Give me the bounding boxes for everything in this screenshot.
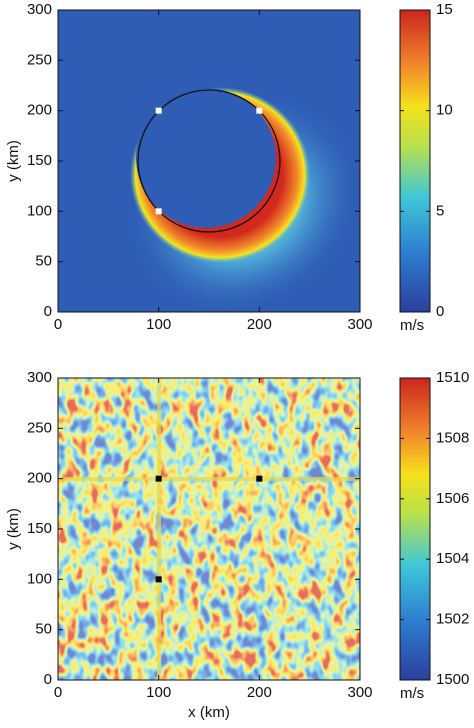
y-tick-label: 150 xyxy=(27,520,52,537)
y-tick-label: 300 xyxy=(27,369,52,386)
sensor-marker xyxy=(256,107,263,114)
colorbar-tick-label: 10 xyxy=(436,102,453,119)
sensor-marker xyxy=(155,107,162,114)
colorbar-tick-label: 1506 xyxy=(436,490,469,507)
colorbar-tick-label: 0 xyxy=(436,303,444,320)
y-tick-label: 50 xyxy=(35,253,52,270)
x-tick-label: 100 xyxy=(146,316,171,333)
colorbar-frame xyxy=(399,9,431,313)
x-tick-label: 300 xyxy=(347,684,372,701)
y-tick-label: 0 xyxy=(44,303,52,320)
colorbar-tick-label: 1508 xyxy=(436,429,469,446)
y-tick-label: 250 xyxy=(27,419,52,436)
y-tick-label: 250 xyxy=(27,51,52,68)
colorbar-label: m/s xyxy=(400,685,424,702)
y-tick-label: 50 xyxy=(35,621,52,638)
colorbar-tick-label: 15 xyxy=(436,1,453,18)
heatmap-image xyxy=(58,378,360,680)
colorbar-label: m/s xyxy=(400,317,424,334)
x-tick-label: 200 xyxy=(247,684,272,701)
x-tick-label: 200 xyxy=(247,316,272,333)
colorbar-tick-label: 1504 xyxy=(436,550,469,567)
colorbar xyxy=(400,378,430,680)
x-axis-label: x (km) xyxy=(188,704,230,721)
colorbar-tick-label: 1502 xyxy=(436,611,469,628)
y-tick-label: 0 xyxy=(44,671,52,688)
colorbar xyxy=(400,10,430,312)
x-tick-label: 300 xyxy=(347,316,372,333)
y-axis-label: y (km) xyxy=(5,508,22,550)
y-tick-label: 200 xyxy=(27,102,52,119)
x-tick-label: 0 xyxy=(54,684,62,701)
y-tick-label: 300 xyxy=(27,1,52,18)
sensor-marker xyxy=(155,475,162,482)
y-tick-label: 150 xyxy=(27,152,52,169)
y-tick-label: 200 xyxy=(27,470,52,487)
sensor-marker xyxy=(256,475,263,482)
colorbar-tick-label: 1500 xyxy=(436,671,469,688)
x-tick-label: 0 xyxy=(54,316,62,333)
x-tick-label: 100 xyxy=(146,684,171,701)
colorbar-tick-label: 1510 xyxy=(436,369,469,386)
y-tick-label: 100 xyxy=(27,202,52,219)
sensor-marker xyxy=(155,208,162,215)
y-tick-label: 100 xyxy=(27,570,52,587)
colorbar-frame xyxy=(399,377,431,681)
colorbar-tick-label: 5 xyxy=(436,202,444,219)
heatmap-image xyxy=(58,10,360,312)
y-axis-label: y (km) xyxy=(5,140,22,182)
sensor-marker xyxy=(155,576,162,583)
